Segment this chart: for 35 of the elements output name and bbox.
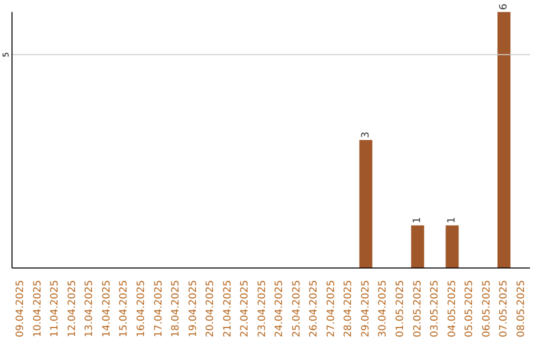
data-label: 3	[360, 132, 372, 138]
ref-line-label: 5	[2, 52, 10, 58]
x-tick-label: 24.04.2025	[274, 280, 286, 338]
x-tick-label: 06.05.2025	[481, 280, 492, 338]
x-tick-label: 08.05.2025	[516, 280, 527, 338]
x-tick-label: 23.04.2025	[256, 280, 268, 338]
x-tick-label: 19.04.2025	[188, 280, 199, 338]
x-tick-label: 25.04.2025	[291, 280, 302, 338]
x-tick-label: 11.04.2025	[50, 280, 61, 338]
x-tick-label: 29.04.2025	[360, 280, 372, 338]
x-tick-label: 03.05.2025	[430, 280, 441, 338]
x-tick-label: 13.04.2025	[84, 280, 96, 338]
x-tick-label: 05.05.2025	[464, 280, 476, 338]
x-tick-label: 30.04.2025	[378, 280, 389, 338]
data-label: 1	[412, 216, 424, 224]
x-tick-label: 09.04.2025	[15, 280, 26, 338]
x-tick-label: 18.04.2025	[170, 280, 182, 338]
x-tick-label: 26.04.2025	[308, 280, 320, 338]
x-tick-label: 28.04.2025	[343, 280, 354, 338]
x-tick-label: 10.04.2025	[32, 280, 44, 338]
data-label: 1	[446, 216, 458, 224]
x-tick-label: 14.04.2025	[101, 280, 112, 338]
x-tick-label: 01.05.2025	[395, 280, 406, 338]
x-tick-label: 16.04.2025	[136, 280, 147, 338]
x-tick-label: 20.04.2025	[205, 280, 216, 338]
x-tick-label: 22.04.2025	[240, 280, 251, 338]
x-tick-label: 12.04.2025	[66, 280, 78, 338]
x-tick-label: 07.05.2025	[498, 280, 510, 338]
x-tick-label: 27.04.2025	[326, 280, 337, 338]
x-tick-label: 04.05.2025	[446, 280, 458, 338]
x-tick-label: 17.04.2025	[153, 280, 164, 338]
x-tick-label: 21.04.2025	[222, 280, 234, 338]
x-tick-label: 02.05.2025	[412, 280, 424, 338]
data-label: 6	[498, 4, 510, 10]
x-tick-label: 15.04.2025	[118, 280, 130, 338]
